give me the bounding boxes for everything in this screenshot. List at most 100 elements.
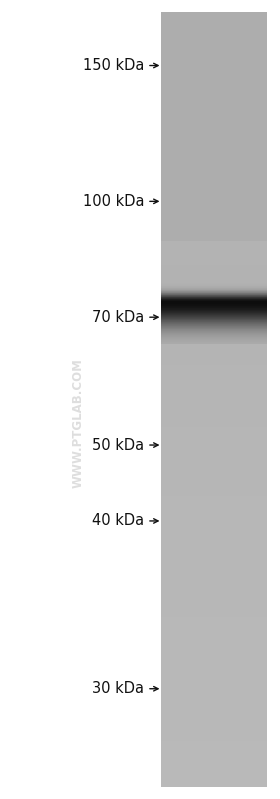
Bar bbox=[161, 737, 267, 741]
Bar bbox=[161, 403, 267, 407]
Bar bbox=[161, 81, 267, 85]
Bar bbox=[161, 640, 267, 644]
Bar bbox=[161, 244, 267, 248]
Bar bbox=[161, 620, 267, 624]
Bar bbox=[161, 655, 267, 659]
Bar bbox=[161, 66, 267, 70]
Bar bbox=[161, 519, 267, 523]
Bar bbox=[161, 531, 267, 535]
Bar bbox=[161, 462, 267, 465]
Bar bbox=[161, 570, 267, 574]
Bar bbox=[161, 690, 267, 694]
Bar bbox=[161, 485, 267, 489]
Bar bbox=[161, 248, 267, 252]
Text: 30 kDa: 30 kDa bbox=[92, 682, 144, 696]
Bar bbox=[161, 586, 267, 590]
Bar bbox=[161, 337, 267, 341]
Bar bbox=[161, 330, 267, 334]
Bar bbox=[161, 51, 267, 54]
Bar bbox=[161, 423, 267, 427]
Bar bbox=[161, 58, 267, 62]
Bar bbox=[161, 593, 267, 597]
Bar bbox=[161, 768, 267, 772]
Bar bbox=[161, 93, 267, 97]
Bar bbox=[161, 465, 267, 469]
Bar bbox=[161, 322, 267, 326]
Bar bbox=[161, 535, 267, 539]
Bar bbox=[161, 772, 267, 775]
Bar bbox=[161, 295, 267, 299]
Bar bbox=[161, 745, 267, 748]
Bar bbox=[161, 431, 267, 435]
Bar bbox=[161, 597, 267, 601]
Bar bbox=[161, 272, 267, 276]
Bar bbox=[161, 663, 267, 667]
Bar bbox=[161, 551, 267, 555]
Bar bbox=[161, 380, 267, 384]
Bar bbox=[161, 435, 267, 438]
Bar bbox=[161, 555, 267, 559]
Bar bbox=[161, 613, 267, 617]
Bar bbox=[161, 117, 267, 121]
Bar bbox=[161, 605, 267, 609]
Bar bbox=[161, 674, 267, 678]
Bar bbox=[161, 252, 267, 256]
Bar bbox=[161, 368, 267, 372]
Bar bbox=[161, 202, 267, 205]
Bar bbox=[161, 240, 267, 244]
Bar bbox=[161, 43, 267, 47]
Bar bbox=[161, 74, 267, 78]
Bar bbox=[161, 209, 267, 213]
Bar bbox=[161, 733, 267, 737]
Bar bbox=[161, 144, 267, 148]
Bar bbox=[161, 148, 267, 152]
Bar bbox=[161, 400, 267, 403]
Bar bbox=[161, 617, 267, 620]
Bar bbox=[161, 396, 267, 400]
Bar bbox=[161, 299, 267, 303]
Bar bbox=[161, 105, 267, 109]
Bar bbox=[161, 353, 267, 357]
Bar bbox=[161, 469, 267, 473]
Bar bbox=[161, 710, 267, 714]
Bar bbox=[161, 303, 267, 307]
Bar bbox=[161, 35, 267, 39]
Bar bbox=[161, 62, 267, 66]
Bar bbox=[161, 547, 267, 551]
Bar bbox=[161, 260, 267, 264]
Bar bbox=[161, 748, 267, 752]
Bar bbox=[161, 543, 267, 547]
Bar bbox=[161, 644, 267, 647]
Bar bbox=[161, 171, 267, 175]
Bar bbox=[161, 233, 267, 237]
Bar bbox=[161, 268, 267, 272]
Bar bbox=[161, 678, 267, 682]
Bar bbox=[161, 446, 267, 450]
Bar bbox=[161, 454, 267, 458]
Bar bbox=[161, 31, 267, 35]
Bar bbox=[161, 729, 267, 733]
Bar bbox=[161, 27, 267, 31]
Bar bbox=[161, 175, 267, 179]
Bar bbox=[161, 314, 267, 318]
Bar bbox=[161, 489, 267, 492]
Bar bbox=[161, 132, 267, 136]
Bar bbox=[161, 128, 267, 132]
Bar bbox=[161, 682, 267, 686]
Bar bbox=[161, 632, 267, 636]
Bar bbox=[161, 318, 267, 322]
Bar bbox=[161, 97, 267, 101]
Bar bbox=[161, 376, 267, 380]
Bar bbox=[161, 694, 267, 698]
Text: 70 kDa: 70 kDa bbox=[92, 310, 144, 324]
Text: 100 kDa: 100 kDa bbox=[83, 194, 144, 209]
Bar bbox=[161, 372, 267, 376]
Bar bbox=[161, 706, 267, 710]
Bar bbox=[161, 70, 267, 74]
Bar bbox=[161, 477, 267, 481]
Bar bbox=[161, 229, 267, 233]
Bar bbox=[161, 686, 267, 690]
Bar bbox=[161, 458, 267, 462]
Bar bbox=[161, 194, 267, 198]
Bar bbox=[161, 628, 267, 632]
